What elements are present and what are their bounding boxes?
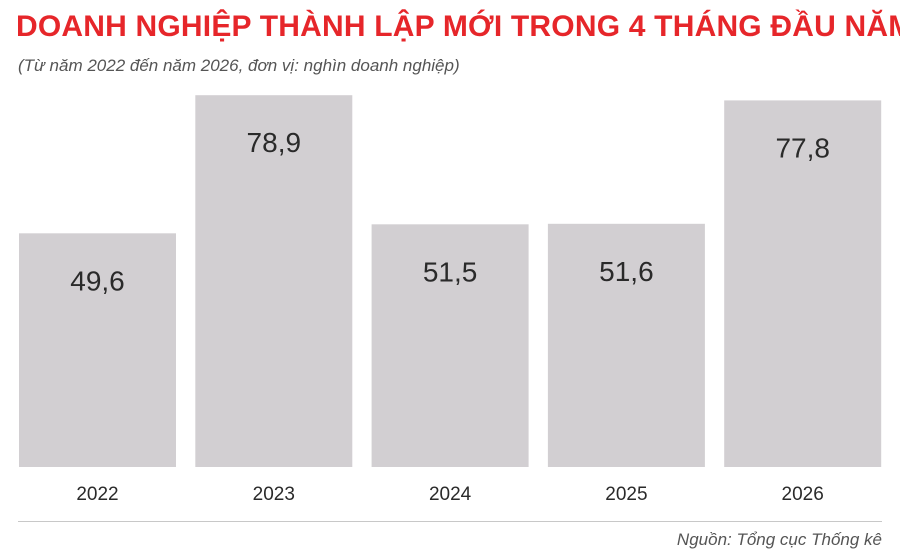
value-label-2026: 77,8	[775, 132, 830, 163]
x-tick-label-2024: 2024	[429, 484, 472, 505]
x-tick-label-2025: 2025	[605, 484, 647, 505]
chart-subtitle: (Từ năm 2022 đến năm 2026, đơn vị: nghìn…	[18, 56, 460, 75]
bar-2022	[19, 233, 176, 467]
value-label-2022: 49,6	[70, 265, 125, 296]
x-tick-label-2023: 2023	[253, 484, 295, 505]
value-label-2024: 51,5	[423, 256, 478, 287]
bar-2025	[547, 223, 705, 467]
bar-2024	[371, 224, 529, 467]
x-tick-label-2022: 2022	[76, 484, 118, 505]
value-label-2023: 78,9	[247, 127, 302, 158]
footer-divider	[18, 521, 882, 522]
value-label-2025: 51,6	[599, 256, 654, 287]
x-tick-label-2026: 2026	[782, 484, 824, 505]
bar-2023	[195, 95, 353, 467]
bar-2026	[724, 100, 882, 468]
source-note: Nguồn: Tổng cục Thống kê	[676, 530, 882, 549]
chart-title: DOANH NGHIỆP THÀNH LẬP MỚI TRONG 4 THÁNG…	[16, 10, 900, 43]
bar-chart: 49,6 2022 78,9 2023 51,5 2024 51,6 2025 77,8 2026	[19, 95, 882, 505]
